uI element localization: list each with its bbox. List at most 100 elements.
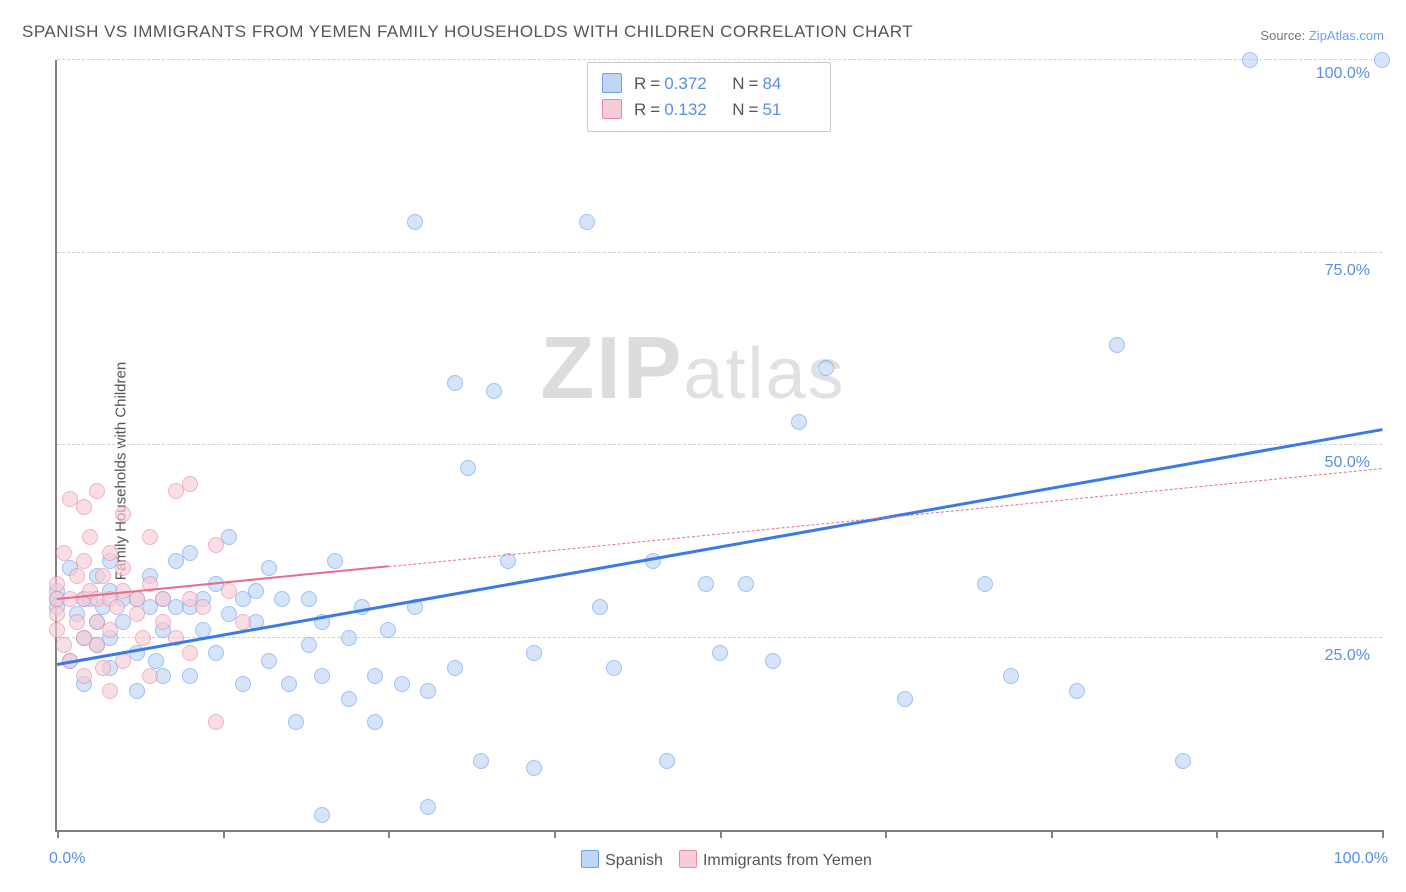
chart-title: SPANISH VS IMMIGRANTS FROM YEMEN FAMILY … [22, 22, 913, 42]
source-link[interactable]: ZipAtlas.com [1309, 28, 1384, 43]
data-point [56, 637, 72, 653]
x-tick [554, 830, 556, 838]
data-point [115, 653, 131, 669]
data-point [182, 645, 198, 661]
x-tick [1051, 830, 1053, 838]
data-point [407, 214, 423, 230]
data-point [182, 545, 198, 561]
source-label: Source: [1260, 28, 1305, 43]
legend-row: R=0.132N=51 [602, 97, 816, 123]
data-point [314, 807, 330, 823]
data-point [102, 683, 118, 699]
watermark: ZIPatlas [541, 317, 846, 419]
data-point [1175, 753, 1191, 769]
data-point [261, 560, 277, 576]
data-point [195, 599, 211, 615]
data-point [301, 637, 317, 653]
data-point [274, 591, 290, 607]
x-tick [223, 830, 225, 838]
data-point [208, 645, 224, 661]
trend-line [57, 430, 1382, 665]
data-point [95, 660, 111, 676]
x-tick [720, 830, 722, 838]
data-point [738, 576, 754, 592]
data-point [148, 653, 164, 669]
data-point [261, 653, 277, 669]
data-point [420, 683, 436, 699]
data-point [526, 645, 542, 661]
data-point [129, 606, 145, 622]
source-attribution: Source: ZipAtlas.com [1260, 28, 1384, 43]
data-point [115, 560, 131, 576]
data-point [56, 545, 72, 561]
plot-area: ZIPatlas R=0.372N=84R=0.132N=51 25.0%50.… [55, 60, 1382, 832]
y-tick-label: 100.0% [1316, 65, 1370, 83]
data-point [526, 760, 542, 776]
data-point [235, 676, 251, 692]
data-point [659, 753, 675, 769]
legend-swatch [679, 850, 697, 868]
data-point [341, 630, 357, 646]
data-point [394, 676, 410, 692]
data-point [69, 614, 85, 630]
data-point [314, 668, 330, 684]
data-point [182, 668, 198, 684]
data-point [897, 691, 913, 707]
data-point [76, 668, 92, 684]
data-point [221, 583, 237, 599]
data-point [129, 683, 145, 699]
data-point [102, 545, 118, 561]
data-point [248, 583, 264, 599]
data-point [460, 460, 476, 476]
data-point [606, 660, 622, 676]
data-point [791, 414, 807, 430]
y-tick-label: 25.0% [1325, 647, 1370, 665]
data-point [69, 568, 85, 584]
legend-series-label: Spanish [605, 852, 663, 869]
x-tick [388, 830, 390, 838]
data-point [129, 591, 145, 607]
data-point [447, 660, 463, 676]
x-tick [1216, 830, 1218, 838]
legend-n-value: 84 [762, 71, 816, 97]
legend-r-value: 0.372 [664, 71, 718, 97]
data-point [301, 591, 317, 607]
correlation-legend: R=0.372N=84R=0.132N=51 [587, 62, 831, 132]
legend-row: R=0.372N=84 [602, 71, 816, 97]
data-point [765, 653, 781, 669]
legend-r-value: 0.132 [664, 97, 718, 123]
data-point [327, 553, 343, 569]
gridline-h [57, 252, 1382, 253]
data-point [579, 214, 595, 230]
legend-swatch [581, 850, 599, 868]
data-point [155, 591, 171, 607]
gridline-h [57, 444, 1382, 445]
data-point [76, 553, 92, 569]
x-tick [1382, 830, 1384, 838]
legend-series-label: Immigrants from Yemen [703, 852, 872, 869]
x-axis-max-label: 100.0% [1334, 850, 1388, 868]
data-point [592, 599, 608, 615]
data-point [82, 529, 98, 545]
data-point [367, 714, 383, 730]
data-point [1109, 337, 1125, 353]
legend-n-label: N [732, 100, 744, 119]
data-point [109, 599, 125, 615]
trend-line [57, 468, 1382, 599]
data-point [142, 668, 158, 684]
x-axis-row: 0.0% SpanishImmigrants from Yemen 100.0% [55, 842, 1382, 872]
equals-sign: = [749, 74, 759, 93]
data-point [977, 576, 993, 592]
gridline-h [57, 637, 1382, 638]
data-point [142, 529, 158, 545]
data-point [102, 622, 118, 638]
data-point [49, 606, 65, 622]
data-point [49, 622, 65, 638]
data-point [1242, 52, 1258, 68]
legend-r-label: R [634, 100, 646, 119]
data-point [473, 753, 489, 769]
legend-n-value: 51 [762, 97, 816, 123]
gridline-h [57, 59, 1382, 60]
series-legend: Spanish Immigrants from Yemen [55, 850, 1382, 870]
equals-sign: = [749, 100, 759, 119]
